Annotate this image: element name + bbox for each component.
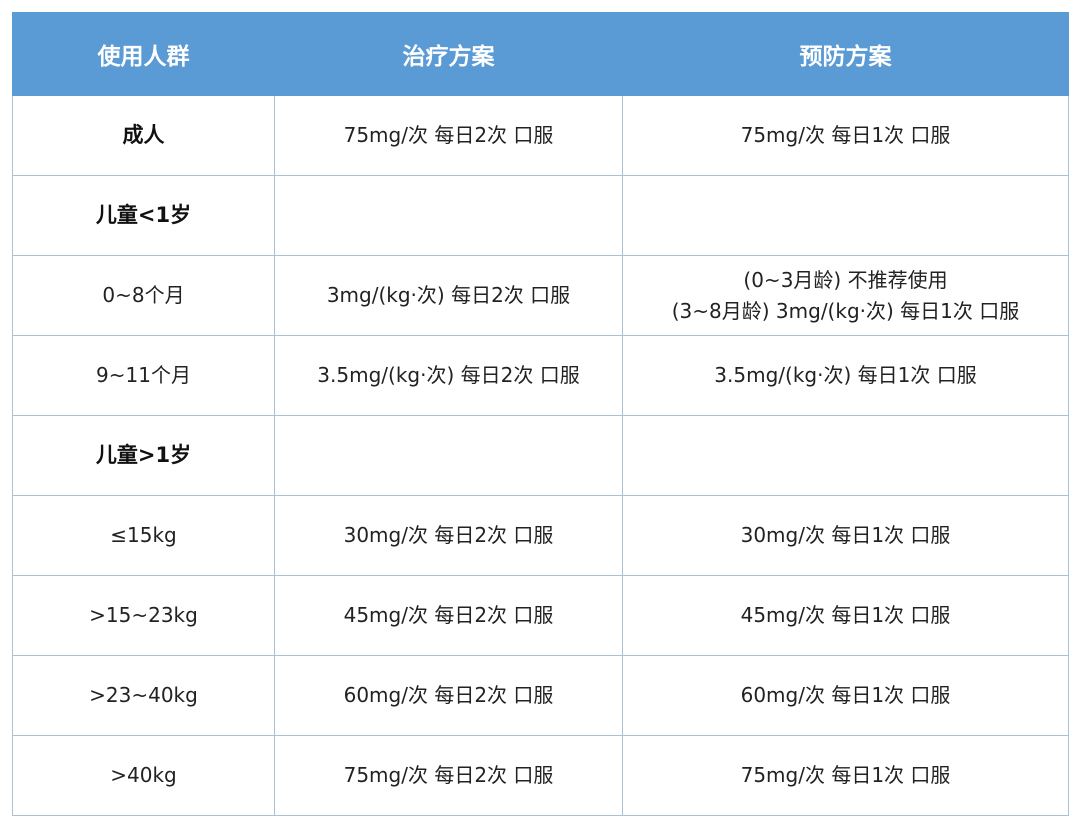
header-row: 使用人群 治疗方案 预防方案 <box>12 12 1069 96</box>
cell-population: >15~23kg <box>12 575 275 656</box>
cell-population: 0~8个月 <box>12 255 275 336</box>
cell-population: 儿童>1岁 <box>12 415 275 496</box>
prevention-line: (3~8月龄) 3mg/(kg·次) 每日1次 口服 <box>671 298 1020 323</box>
table-row: 0~8个月 3mg/(kg·次) 每日2次 口服 (0~3月龄) 不推荐使用 (3~8… <box>12 255 1069 336</box>
prevention-line: (0~3月龄) 不推荐使用 <box>743 267 948 292</box>
cell-prevention: 45mg/次 每日1次 口服 <box>622 575 1069 656</box>
header-treatment: 治疗方案 <box>274 12 623 96</box>
table-row: 9~11个月 3.5mg/(kg·次) 每日2次 口服 3.5mg/(kg·次) 每… <box>12 335 1069 416</box>
cell-prevention <box>622 415 1069 496</box>
cell-population: 9~11个月 <box>12 335 275 416</box>
table-row: 儿童>1岁 <box>12 415 1069 496</box>
cell-population: 成人 <box>12 95 275 176</box>
cell-prevention <box>622 175 1069 256</box>
cell-population: ≤15kg <box>12 495 275 576</box>
cell-prevention: 75mg/次 每日1次 口服 <box>622 95 1069 176</box>
cell-prevention: 30mg/次 每日1次 口服 <box>622 495 1069 576</box>
cell-prevention: (0~3月龄) 不推荐使用 (3~8月龄) 3mg/(kg·次) 每日1次 口服 <box>622 255 1069 336</box>
header-population: 使用人群 <box>12 12 275 96</box>
table-row: >23~40kg 60mg/次 每日2次 口服 60mg/次 每日1次 口服 <box>12 655 1069 736</box>
cell-treatment: 60mg/次 每日2次 口服 <box>274 655 623 736</box>
table-row: >40kg 75mg/次 每日2次 口服 75mg/次 每日1次 口服 <box>12 735 1069 816</box>
cell-prevention: 3.5mg/(kg·次) 每日1次 口服 <box>622 335 1069 416</box>
table-row: >15~23kg 45mg/次 每日2次 口服 45mg/次 每日1次 口服 <box>12 575 1069 656</box>
header-prevention: 预防方案 <box>622 12 1069 96</box>
cell-treatment <box>274 415 623 496</box>
cell-treatment <box>274 175 623 256</box>
cell-population: >40kg <box>12 735 275 816</box>
dosage-table: 使用人群 治疗方案 预防方案 成人 75mg/次 每日2次 口服 75mg/次 每日… <box>12 12 1069 816</box>
cell-treatment: 45mg/次 每日2次 口服 <box>274 575 623 656</box>
cell-treatment: 3.5mg/(kg·次) 每日2次 口服 <box>274 335 623 416</box>
cell-treatment: 30mg/次 每日2次 口服 <box>274 495 623 576</box>
cell-treatment: 75mg/次 每日2次 口服 <box>274 95 623 176</box>
cell-prevention: 75mg/次 每日1次 口服 <box>622 735 1069 816</box>
cell-treatment: 3mg/(kg·次) 每日2次 口服 <box>274 255 623 336</box>
table-row: 儿童<1岁 <box>12 175 1069 256</box>
table-row: 成人 75mg/次 每日2次 口服 75mg/次 每日1次 口服 <box>12 95 1069 176</box>
cell-population: >23~40kg <box>12 655 275 736</box>
cell-population: 儿童<1岁 <box>12 175 275 256</box>
table-row: ≤15kg 30mg/次 每日2次 口服 30mg/次 每日1次 口服 <box>12 495 1069 576</box>
cell-prevention: 60mg/次 每日1次 口服 <box>622 655 1069 736</box>
cell-treatment: 75mg/次 每日2次 口服 <box>274 735 623 816</box>
